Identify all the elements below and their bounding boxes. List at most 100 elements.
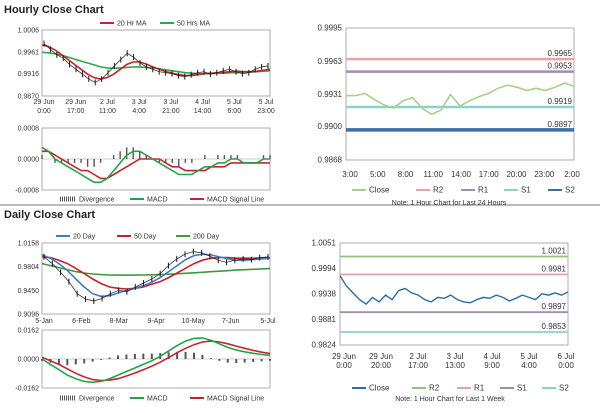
y-tick-label: 1.0158 — [18, 241, 40, 248]
level-label-r2: 0.9965 — [548, 49, 573, 58]
daily-macd-chart: 0.0162 0.0000 -0.0162 Divergence MACD MACD Si… — [15, 328, 271, 403]
plot-frame — [41, 242, 271, 315]
x-tick-label: 4:00 — [521, 361, 537, 370]
x-tick-label: 11:00 — [424, 170, 444, 179]
y-tick-label: 0.9995 — [318, 24, 343, 33]
x-tick-label: 6 Jul — [558, 352, 575, 361]
y-tick-label: 0.9824 — [312, 341, 337, 350]
series-macd-signal — [41, 340, 271, 382]
y-tick-label: 1.0051 — [312, 239, 337, 248]
legend-s2-label: S2 — [565, 186, 575, 195]
legend-divergence-label: Divergence — [79, 396, 115, 403]
x-tick-label: 6:00 — [227, 108, 241, 115]
level-label-s1: 0.9919 — [548, 97, 573, 106]
y-tick-label: 0.9916 — [18, 71, 40, 78]
x-tick-label: 13:00 — [445, 361, 466, 370]
y-tick-label: 0.0000 — [18, 157, 40, 164]
legend-divergence-swatch-bar — [64, 196, 65, 202]
x-tick-label: 0:00 — [336, 361, 352, 370]
plot-frame — [41, 29, 271, 97]
x-tick-label: 29 Jun — [332, 352, 356, 361]
x-tick-label: 6-Feb — [72, 318, 90, 325]
legend-divergence-swatch-bar — [70, 395, 71, 401]
x-tick-label: 11:00 — [99, 108, 116, 115]
x-tick-label: 3 Jul — [447, 352, 464, 361]
x-tick-label: 7-Jun — [222, 318, 240, 325]
legend-divergence-label: Divergence — [79, 197, 115, 204]
x-tick-label: 14:00 — [194, 108, 212, 115]
y-tick-label: 0.0162 — [18, 328, 40, 335]
x-tick-label: 29 Jun — [369, 352, 393, 361]
legend-divergence-swatch-bar — [62, 395, 63, 401]
x-tick-label: 5 Jul — [521, 352, 538, 361]
y-tick-label: -0.0162 — [15, 386, 39, 393]
legend-divergence-swatch-bar — [72, 196, 73, 202]
y-tick-label: 0.9804 — [18, 264, 40, 271]
series-200-day — [41, 262, 271, 277]
x-tick-label: 17:00 — [408, 361, 429, 370]
chart-note: Note: 1 Hour Chart for Last 24 Hours — [392, 200, 507, 207]
x-tick-label: 3 Jul — [132, 99, 147, 106]
legend-r1-label: R1 — [474, 384, 485, 393]
x-tick-label: 23:00 — [257, 108, 275, 115]
level-label-r2: 1.0021 — [542, 246, 567, 255]
y-tick-label: 0.0008 — [18, 126, 40, 133]
plot-frame — [345, 27, 575, 161]
y-tick-label: 0.9963 — [318, 57, 343, 66]
level-label-s1: 0.9897 — [542, 302, 567, 311]
x-tick-label: 2:00 — [564, 170, 580, 179]
legend-divergence-swatch-bar — [66, 395, 67, 401]
x-tick-label: 2 Jul — [410, 352, 427, 361]
x-tick-label: 21:00 — [162, 108, 180, 115]
x-tick-label: 23:00 — [534, 170, 555, 179]
series-close — [43, 251, 269, 302]
level-label-s2: 0.9897 — [548, 120, 573, 129]
legend-divergence-swatch-bar — [74, 395, 75, 401]
legend-divergence-swatch-bar — [68, 196, 69, 202]
series-macd — [41, 146, 270, 184]
x-tick-label: 29 Jun — [33, 99, 54, 106]
y-tick-label: 0.9961 — [18, 49, 40, 56]
legend-macd-signal-label: MACD Signal Line — [207, 197, 264, 204]
x-tick-label: 5-Jul — [260, 318, 276, 325]
x-tick-label: 5 Jul — [259, 99, 274, 106]
x-tick-label: 5 Jul — [227, 99, 242, 106]
x-tick-label: 4:00 — [132, 108, 146, 115]
x-tick-label: 5:00 — [370, 170, 386, 179]
y-tick-label: 0.9900 — [318, 122, 343, 131]
x-tick-label: 4 Jul — [484, 352, 501, 361]
legend-50-day-label: 50 Day — [134, 234, 157, 241]
x-tick-label: 20:00 — [506, 170, 527, 179]
legend-20hr-ma-label: 20 Hr MA — [117, 21, 147, 28]
level-label-r1: 0.9953 — [548, 62, 573, 71]
x-tick-label: 3 Jul — [163, 99, 178, 106]
hourly-section-title: Hourly Close Chart — [4, 4, 104, 16]
x-tick-label: 8:00 — [398, 170, 414, 179]
legend-macd-label: MACD — [147, 197, 168, 204]
x-tick-label: 3:00 — [342, 170, 358, 179]
legend-r2-label: R2 — [429, 384, 440, 393]
x-tick-label: 4 Jul — [195, 99, 210, 106]
legend-macd-signal-label: MACD Signal Line — [207, 396, 264, 403]
legend-r2-label: R2 — [433, 186, 444, 195]
y-tick-label: 0.9450 — [18, 288, 40, 295]
x-tick-label: 17:00 — [479, 170, 500, 179]
hourly-macd-chart: 0.0008 0.0000 -0.0008 Divergence MACD MACD Si… — [15, 126, 271, 204]
x-tick-label: 0:00 — [558, 361, 574, 370]
y-tick-label: 0.9931 — [318, 90, 343, 99]
chart-note: Note: 1 Hour Chart for Last 1 Week — [395, 396, 505, 403]
y-tick-label: 0.9870 — [18, 94, 40, 101]
x-tick-label: 17:00 — [67, 108, 85, 115]
series-50-day — [41, 256, 271, 290]
legend-s1-label: S1 — [521, 186, 531, 195]
y-tick-label: 0.9881 — [312, 315, 337, 324]
x-tick-label: 20:00 — [371, 361, 392, 370]
series-close — [346, 82, 575, 116]
series-close — [339, 275, 569, 306]
legend-divergence-swatch-bar — [62, 196, 63, 202]
legend-divergence-swatch-bar — [64, 395, 65, 401]
y-tick-label: 0.0000 — [18, 357, 40, 364]
x-tick-label: 9-Apr — [147, 318, 165, 325]
legend-divergence-swatch-bar — [60, 196, 61, 202]
